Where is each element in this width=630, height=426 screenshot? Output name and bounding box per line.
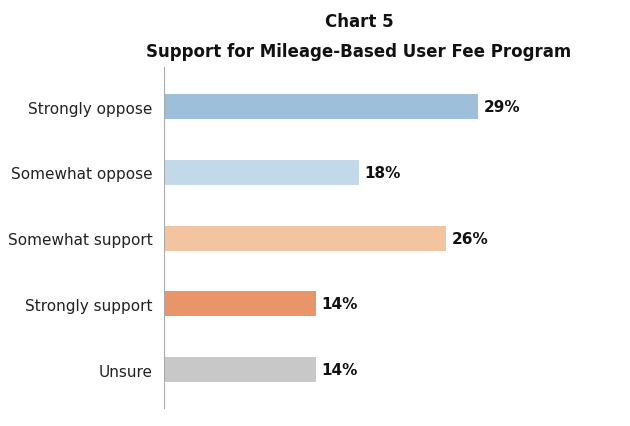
Text: 14%: 14% — [321, 362, 357, 377]
Bar — [164, 226, 446, 251]
Text: 18%: 18% — [365, 166, 401, 181]
Bar — [164, 95, 478, 120]
Text: Chart 5: Chart 5 — [325, 13, 393, 31]
Text: Support for Mileage-Based User Fee Program: Support for Mileage-Based User Fee Progr… — [146, 43, 571, 60]
Text: 26%: 26% — [451, 231, 488, 246]
Bar — [164, 357, 316, 382]
Text: 14%: 14% — [321, 296, 357, 311]
Bar — [164, 161, 359, 185]
Text: 29%: 29% — [484, 100, 520, 115]
Bar — [164, 292, 316, 317]
